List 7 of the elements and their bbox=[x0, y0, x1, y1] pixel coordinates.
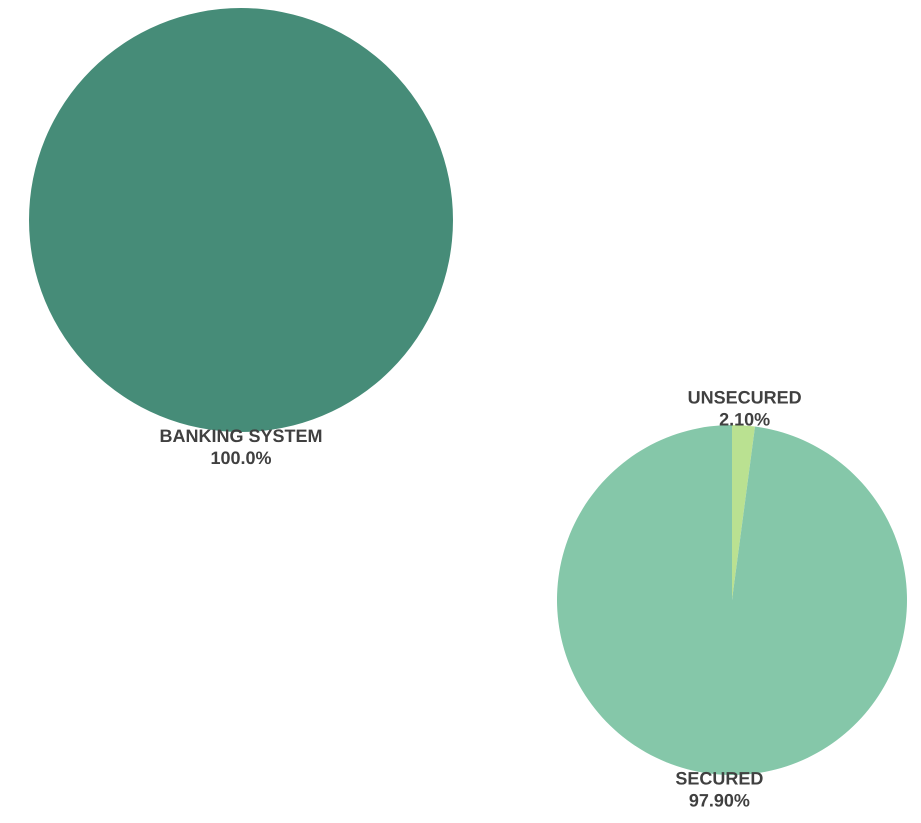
slice-label: BANKING SYSTEM bbox=[159, 426, 323, 446]
pie-slice bbox=[732, 425, 756, 600]
slice-label: UNSECURED bbox=[688, 387, 802, 408]
data-label: 100.0% bbox=[210, 448, 272, 468]
data-label: 2.10% bbox=[719, 409, 770, 430]
slice-label: SECURED bbox=[675, 768, 764, 789]
data-label: 97.90% bbox=[688, 790, 750, 811]
